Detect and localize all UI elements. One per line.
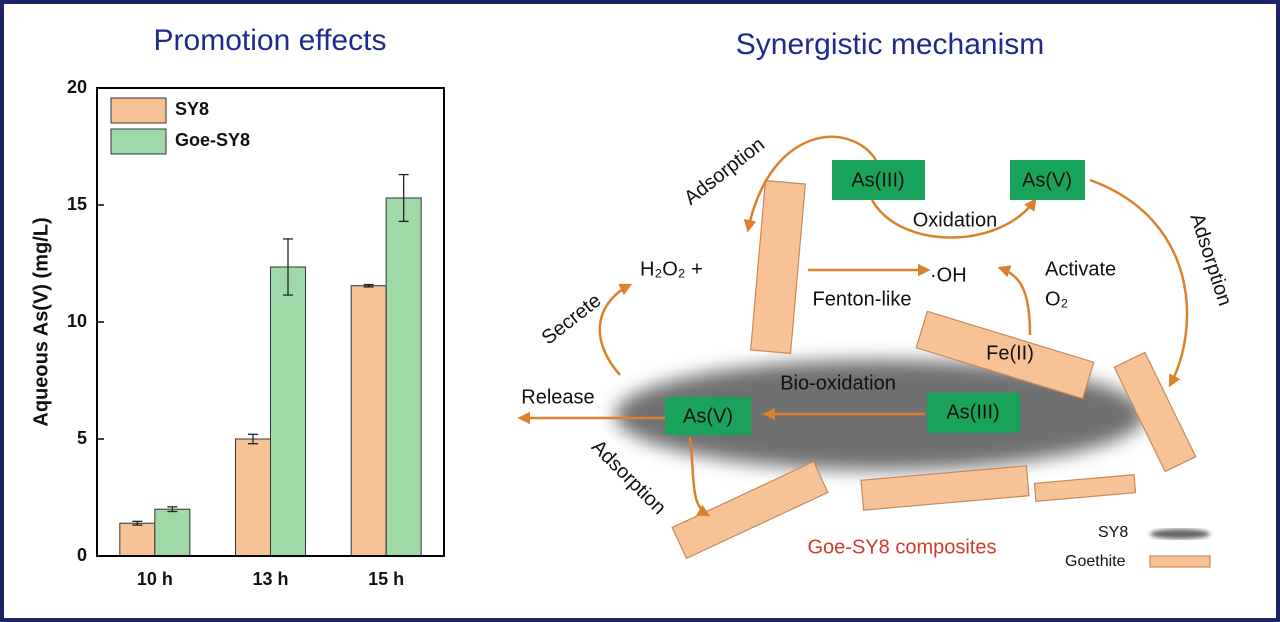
rod [915, 310, 1095, 400]
box [832, 160, 925, 200]
goethite-rods [671, 179, 1197, 560]
plot-frame [96, 87, 445, 557]
x-tick-label: 10 h [137, 569, 173, 589]
box [927, 393, 1020, 433]
label: Oxidation [913, 209, 998, 231]
bar [270, 266, 306, 557]
label: Fenton-like [813, 288, 912, 310]
bar [385, 197, 422, 557]
arrow [1089, 178, 1189, 388]
rod [671, 460, 829, 560]
bar [119, 522, 156, 557]
legend-label: SY8 [1098, 524, 1128, 541]
x-tick-label: 13 h [252, 569, 288, 589]
rod [750, 179, 806, 355]
arrows [517, 135, 1189, 517]
bar [235, 438, 271, 557]
arrow [870, 197, 1037, 239]
legend-swatch [1149, 555, 1211, 568]
rod [1113, 351, 1197, 473]
legend-swatch [110, 97, 167, 124]
label: Release [521, 386, 594, 408]
label: As(V) [683, 405, 733, 427]
x-tick-label: 15 h [368, 569, 404, 589]
y-tick-label: 15 [67, 194, 87, 214]
arrow [688, 436, 711, 517]
label: Fe(II) [986, 342, 1034, 364]
label: Adsorption [587, 436, 670, 519]
label: Goe-SY8 composites [808, 536, 997, 558]
y-tick-label: 0 [77, 545, 87, 565]
label: Activate [1045, 258, 1116, 280]
arrow [743, 135, 878, 233]
label: Secrete [538, 290, 606, 350]
error-bar [248, 433, 258, 445]
y-tick-label: 10 [67, 311, 87, 331]
error-bar [283, 238, 293, 296]
error-bar [132, 520, 143, 526]
y-tick-label: 5 [77, 428, 87, 448]
label: H₂O₂ + [640, 258, 703, 280]
label: O₂ [1045, 288, 1068, 310]
label: Adsorption [1185, 211, 1235, 309]
rod [1033, 474, 1137, 502]
y-tick-label: 20 [67, 77, 87, 97]
legend-label: Goethite [1065, 553, 1126, 570]
box [665, 397, 751, 435]
arrow [598, 283, 633, 376]
diagram-title: Synergistic mechanism [736, 28, 1044, 61]
legend-label: Goe-SY8 [175, 130, 250, 150]
bar [154, 508, 191, 557]
legend-swatch [110, 128, 167, 155]
error-bar [398, 173, 409, 223]
error-bar [167, 506, 178, 513]
error-bar [363, 283, 374, 288]
legend-swatch [1150, 529, 1210, 539]
label: Adsorption [680, 133, 769, 209]
label: As(III) [851, 169, 904, 191]
label: ·OH [930, 264, 967, 286]
bar-chart: 0 5 10 15 20 10 h 13 h 15 h SY8 Goe-SY8 [67, 77, 445, 589]
bar [350, 285, 387, 557]
label: As(V) [1022, 169, 1072, 191]
label: Bio-oxidation [780, 372, 896, 394]
label: As(III) [946, 401, 999, 423]
y-axis-label: Aqueous As(V) (mg/L) [30, 217, 52, 426]
legend-label: SY8 [175, 99, 209, 119]
chart-title: Promotion effects [154, 24, 387, 57]
box [1010, 160, 1085, 200]
arrow [997, 265, 1032, 336]
rod [860, 465, 1030, 511]
